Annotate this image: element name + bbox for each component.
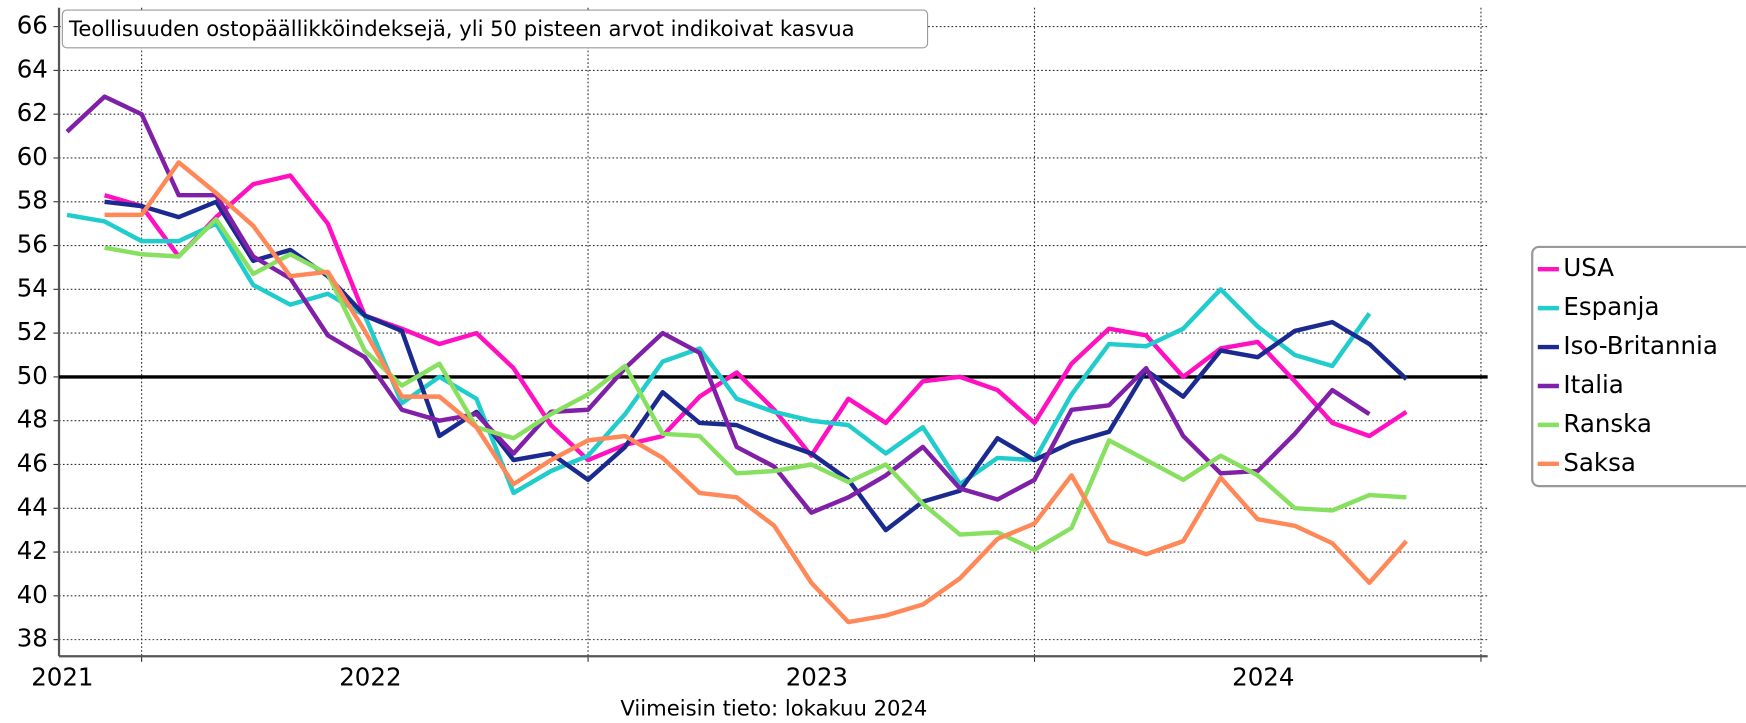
x-tick-label: 2023 [786, 663, 848, 692]
legend-label: Ranska [1563, 409, 1652, 438]
chart-title: Teollisuuden ostopäällikköindeksejä, yli… [68, 16, 855, 41]
series-line [104, 160, 1409, 625]
legend: USA Espanja Iso-Britannia Italia Ranska Saksa [1537, 253, 1718, 477]
legend-label: USA [1563, 253, 1614, 282]
footer: Viimeisin tieto: lokakuu 2024 [620, 696, 927, 721]
y-tick-label: 40 [17, 580, 48, 609]
series-line [65, 94, 1371, 515]
y-tick-label: 56 [17, 230, 48, 259]
y-tick-label: 50 [17, 361, 48, 390]
y-tick-label: 54 [17, 273, 48, 302]
y-tick-label: 64 [17, 54, 48, 83]
legend-label: Saksa [1563, 448, 1635, 477]
y-tick-label: 62 [17, 98, 48, 127]
y-tick-label: 66 [17, 11, 48, 40]
legend-box [1531, 245, 1746, 488]
y-tick-label: 58 [17, 186, 48, 215]
legend-label: Italia [1563, 370, 1623, 399]
x-tick-label: 2022 [339, 663, 401, 692]
y-tick-label: 48 [17, 405, 48, 434]
y-tick-label: 60 [17, 142, 48, 171]
series-line [66, 212, 1372, 496]
lines [65, 94, 1409, 625]
series-line [103, 173, 1408, 463]
y-tick-label: 38 [17, 624, 48, 653]
series-line [104, 199, 1408, 533]
y-tick-label: 44 [17, 492, 48, 521]
x-tick-label: 2021 [31, 663, 93, 692]
title-box [61, 9, 929, 49]
y-tick-label: 52 [17, 317, 48, 346]
series-line [104, 217, 1407, 553]
y-tick-label: 46 [17, 448, 48, 477]
grid: 38 40 42 44 46 48 50 52 54 56 58 60 62 64 66 2021 2022 20… [17, 7, 1488, 692]
y-tick-label: 42 [17, 536, 48, 565]
legend-label: Iso-Britannia [1563, 331, 1717, 360]
x-tick-label: 2024 [1232, 663, 1294, 692]
legend-label: Espanja [1563, 292, 1659, 321]
